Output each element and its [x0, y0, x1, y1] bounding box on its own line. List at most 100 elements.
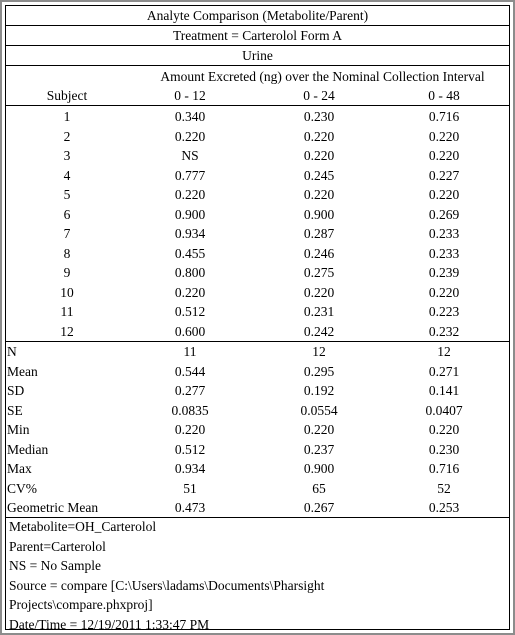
interval-header-2: 0 - 24	[303, 88, 335, 103]
stats-divider	[6, 341, 509, 342]
subject-id: 8	[63, 245, 71, 261]
stat-row: SE 0.0835 0.0554 0.0407	[6, 401, 509, 420]
stat-row: Min 0.220 0.220 0.220	[6, 420, 509, 439]
footer-line: Projects\compare.phxproj]	[9, 597, 153, 613]
value-cell: 0.512	[174, 304, 206, 319]
stat-value: 0.473	[174, 500, 206, 515]
stat-value: 0.230	[428, 441, 460, 457]
header-divider	[6, 105, 509, 106]
report-table: Analyte Comparison (Metabolite/Parent) T…	[5, 5, 510, 632]
stat-label: N	[7, 344, 17, 359]
value-cell: 0.220	[428, 187, 460, 202]
value-cell: 0.220	[174, 128, 206, 144]
stat-label: CV%	[7, 480, 37, 496]
span-header: Amount Excreted (ng) over the Nominal Co…	[160, 69, 485, 84]
stat-row: Geometric Mean 0.473 0.267 0.253	[6, 498, 509, 517]
value-cell: 0.340	[174, 109, 206, 124]
treatment-line: Treatment = Carterolol Form A	[6, 26, 509, 46]
footer-line: Date/Time = 12/19/2011 1:33:47 PM	[9, 617, 210, 632]
value-cell: 0.220	[303, 148, 335, 163]
value-cell: 0.223	[428, 304, 460, 319]
table-row: 8 0.455 0.246 0.233	[6, 244, 509, 263]
stat-label: Max	[7, 461, 32, 476]
interval-header-1: 0 - 12	[174, 88, 206, 103]
subject-id: 12	[60, 323, 74, 339]
footer-line: Metabolite=OH_Carterolol	[9, 519, 157, 534]
value-cell: 0.231	[303, 304, 335, 319]
stat-value: 0.934	[174, 461, 206, 476]
stat-value: 0.0554	[300, 402, 338, 418]
value-cell: 0.600	[174, 323, 206, 339]
value-cell: 0.220	[428, 284, 460, 300]
value-cell: 0.233	[428, 226, 460, 241]
stat-value: 0.0835	[171, 402, 209, 418]
value-cell: 0.900	[303, 206, 335, 222]
stat-value: 0.220	[174, 422, 206, 437]
subject-id: 11	[60, 304, 74, 319]
table-row: 2 0.220 0.220 0.220	[6, 127, 509, 146]
value-cell: 0.220	[303, 284, 335, 300]
column-header-row: Subject 0 - 12 0 - 24 0 - 48	[6, 86, 509, 105]
stat-value: 0.141	[428, 383, 460, 398]
stat-value: 0.267	[303, 500, 335, 515]
table-row: 9 0.800 0.275 0.239	[6, 263, 509, 282]
value-cell: 0.246	[303, 245, 335, 261]
value-cell: 0.227	[428, 167, 460, 183]
footer-line: Source = compare [C:\Users\ladams\Docume…	[9, 577, 325, 593]
value-cell: 0.269	[428, 206, 460, 222]
subject-id: 6	[63, 206, 71, 222]
stat-value: 0.220	[303, 422, 335, 437]
stat-row: N 11 12 12	[6, 342, 509, 361]
table-row: 7 0.934 0.287 0.233	[6, 224, 509, 243]
value-cell: 0.716	[428, 109, 460, 124]
matrix-line: Urine	[6, 46, 509, 66]
stat-value: 0.192	[303, 383, 335, 398]
value-cell: 0.800	[174, 265, 206, 280]
value-cell: 0.900	[174, 206, 206, 222]
value-cell: 0.455	[174, 245, 206, 261]
span-header-row: Amount Excreted (ng) over the Nominal Co…	[6, 67, 509, 86]
value-cell: 0.245	[303, 167, 335, 183]
stat-label: Min	[7, 422, 30, 437]
table-row: 12 0.600 0.242 0.232	[6, 322, 509, 341]
value-cell: 0.239	[428, 265, 460, 280]
table-row: 4 0.777 0.245 0.227	[6, 166, 509, 185]
stat-value: 11	[183, 344, 197, 359]
stat-row: Median 0.512 0.237 0.230	[6, 440, 509, 459]
value-cell: 0.232	[428, 323, 460, 339]
stat-value: 51	[183, 480, 197, 496]
subject-id: 9	[63, 265, 71, 280]
interval-header-3: 0 - 48	[428, 88, 460, 103]
table-row: 5 0.220 0.220 0.220	[6, 185, 509, 204]
stat-value: 0.220	[428, 422, 460, 437]
stat-row: SD 0.277 0.192 0.141	[6, 381, 509, 400]
stat-value: 0.900	[303, 461, 335, 476]
value-cell: 0.242	[303, 323, 335, 339]
stat-value: 0.716	[428, 461, 460, 476]
stat-label: Geometric Mean	[7, 500, 99, 515]
footer-divider	[6, 517, 509, 518]
table-row: 11 0.512 0.231 0.223	[6, 302, 509, 321]
subject-column-header: Subject	[46, 88, 88, 103]
table-row: 3 NS 0.220 0.220	[6, 146, 509, 165]
stat-value: 0.277	[174, 383, 206, 398]
stat-label: Median	[7, 441, 49, 457]
stat-label: SD	[7, 383, 25, 398]
subject-id: 5	[63, 187, 71, 202]
value-cell: 0.220	[303, 128, 335, 144]
table-row: 6 0.900 0.900 0.269	[6, 205, 509, 224]
stat-value: 0.512	[174, 441, 206, 457]
stat-row: Max 0.934 0.900 0.716	[6, 459, 509, 478]
value-cell: 0.777	[174, 167, 206, 183]
stat-value: 52	[437, 480, 451, 496]
stat-value: 65	[312, 480, 326, 496]
stat-value: 0.237	[303, 441, 335, 457]
value-cell: 0.220	[428, 148, 460, 163]
table-row: 10 0.220 0.220 0.220	[6, 283, 509, 302]
footer-line: NS = No Sample	[9, 558, 101, 574]
subject-id: 1	[63, 109, 71, 124]
report-title: Analyte Comparison (Metabolite/Parent)	[6, 6, 509, 26]
value-cell: 0.220	[174, 187, 206, 202]
value-cell: 0.230	[303, 109, 335, 124]
